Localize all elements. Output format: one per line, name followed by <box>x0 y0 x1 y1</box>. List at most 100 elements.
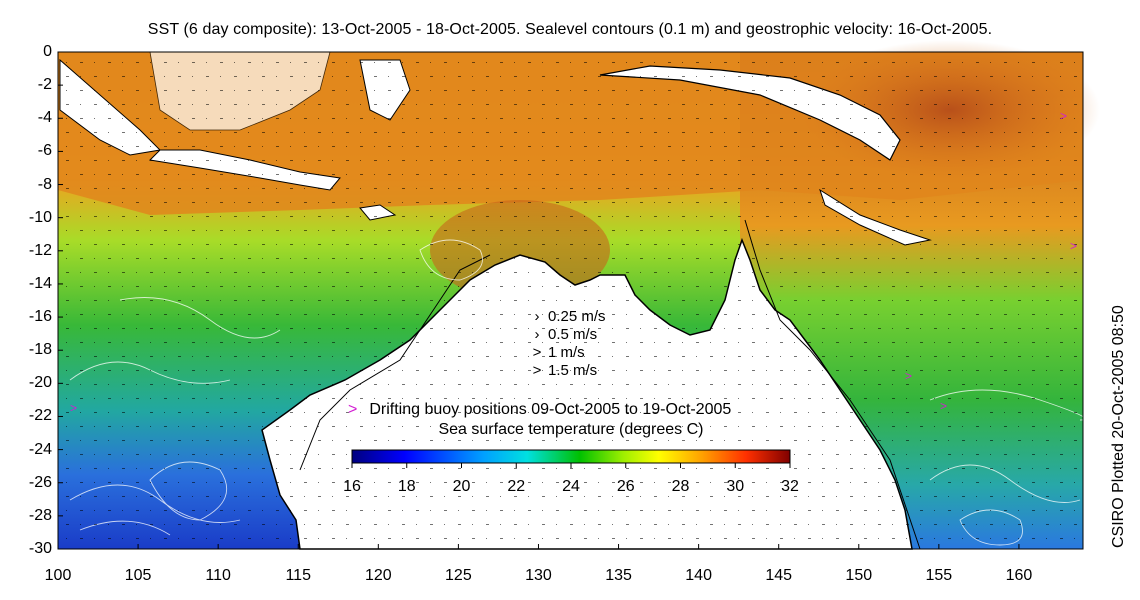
velocity-vector <box>500 104 501 105</box>
velocity-vector <box>696 160 697 161</box>
velocity-vector <box>164 230 167 231</box>
velocity-vector <box>262 426 263 427</box>
velocity-vector <box>570 524 573 525</box>
velocity-vector <box>878 510 879 511</box>
velocity-vector <box>500 62 503 63</box>
velocity-vector <box>388 146 391 147</box>
velocity-vector <box>920 426 923 427</box>
velocity-vector <box>430 300 433 301</box>
velocity-vector <box>766 468 769 469</box>
velocity-vector <box>178 524 181 525</box>
velocity-vector <box>402 160 405 161</box>
velocity-vector <box>276 230 279 231</box>
velocity-vector <box>766 62 767 63</box>
velocity-vector <box>1032 440 1033 441</box>
velocity-vector <box>864 524 865 525</box>
velocity-vector <box>738 216 741 217</box>
velocity-vector <box>514 314 515 315</box>
velocity-vector <box>654 258 655 259</box>
x-tick-label: 105 <box>124 567 152 584</box>
velocity-vector <box>528 90 531 91</box>
velocity-vector <box>66 426 67 427</box>
velocity-vector <box>682 118 683 119</box>
velocity-vector <box>976 342 979 343</box>
velocity-vector <box>570 202 571 203</box>
velocity-vector <box>500 496 501 497</box>
velocity-vector <box>234 342 235 343</box>
velocity-vector <box>976 412 977 413</box>
velocity-vector <box>332 146 335 147</box>
velocity-vector <box>528 412 529 413</box>
velocity-vector <box>374 272 377 273</box>
velocity-vector <box>738 384 741 385</box>
velocity-vector <box>1074 286 1075 287</box>
velocity-vector <box>402 300 405 301</box>
velocity-vector <box>542 342 543 343</box>
velocity-vector <box>206 62 207 63</box>
velocity-vector <box>108 370 111 371</box>
velocity-vector <box>892 342 895 343</box>
velocity-vector <box>136 258 139 259</box>
velocity-vector <box>430 104 433 105</box>
velocity-vector <box>500 370 503 371</box>
velocity-vector <box>346 356 349 357</box>
velocity-vector <box>206 482 207 483</box>
velocity-vector <box>276 258 279 259</box>
velocity-vector <box>612 426 615 427</box>
velocity-vector <box>556 468 557 469</box>
y-tick-label: -6 <box>37 142 52 160</box>
velocity-vector <box>976 398 979 399</box>
velocity-vector <box>248 538 251 539</box>
velocity-vector <box>934 356 937 357</box>
velocity-vector <box>290 62 291 63</box>
velocity-vector <box>878 174 879 175</box>
velocity-vector <box>192 524 193 525</box>
velocity-vector <box>360 132 361 133</box>
velocity-vector <box>346 258 347 259</box>
velocity-vector <box>682 412 685 413</box>
velocity-vector <box>1004 216 1005 217</box>
velocity-vector <box>878 258 879 259</box>
velocity-vector <box>892 160 893 161</box>
velocity-vector <box>332 230 335 231</box>
velocity-vector <box>962 90 963 91</box>
velocity-vector <box>766 482 767 483</box>
velocity-vector <box>80 482 83 483</box>
velocity-vector <box>514 482 515 483</box>
velocity-vector <box>94 412 97 413</box>
velocity-vector <box>962 174 963 175</box>
velocity-vector <box>528 286 531 287</box>
velocity-vector <box>150 160 153 161</box>
velocity-vector <box>150 258 151 259</box>
velocity-vector <box>682 328 685 329</box>
velocity-vector <box>1018 496 1021 497</box>
velocity-vector <box>542 118 543 119</box>
velocity-vector <box>1032 538 1035 539</box>
velocity-vector <box>920 244 921 245</box>
velocity-vector <box>374 538 375 539</box>
velocity-vector <box>794 160 797 161</box>
velocity-vector <box>696 538 699 539</box>
velocity-vector <box>850 426 851 427</box>
velocity-vector <box>220 258 223 259</box>
velocity-vector <box>822 496 825 497</box>
velocity-vector <box>1074 90 1075 91</box>
velocity-vector <box>66 174 67 175</box>
velocity-vector <box>388 286 391 287</box>
velocity-vector <box>976 538 979 539</box>
velocity-vector <box>668 538 671 539</box>
velocity-vector <box>808 76 809 77</box>
velocity-vector <box>920 132 921 133</box>
velocity-vector <box>612 412 613 413</box>
velocity-vector <box>360 244 361 245</box>
velocity-vector <box>262 146 263 147</box>
velocity-vector <box>346 510 347 511</box>
velocity-vector <box>374 104 377 105</box>
velocity-vector <box>640 146 643 147</box>
x-tick-label: 140 <box>685 567 712 584</box>
velocity-vector <box>290 188 293 189</box>
velocity-vector <box>136 104 137 105</box>
velocity-vector <box>1032 90 1035 91</box>
velocity-vector <box>556 482 559 483</box>
velocity-vector <box>486 174 487 175</box>
